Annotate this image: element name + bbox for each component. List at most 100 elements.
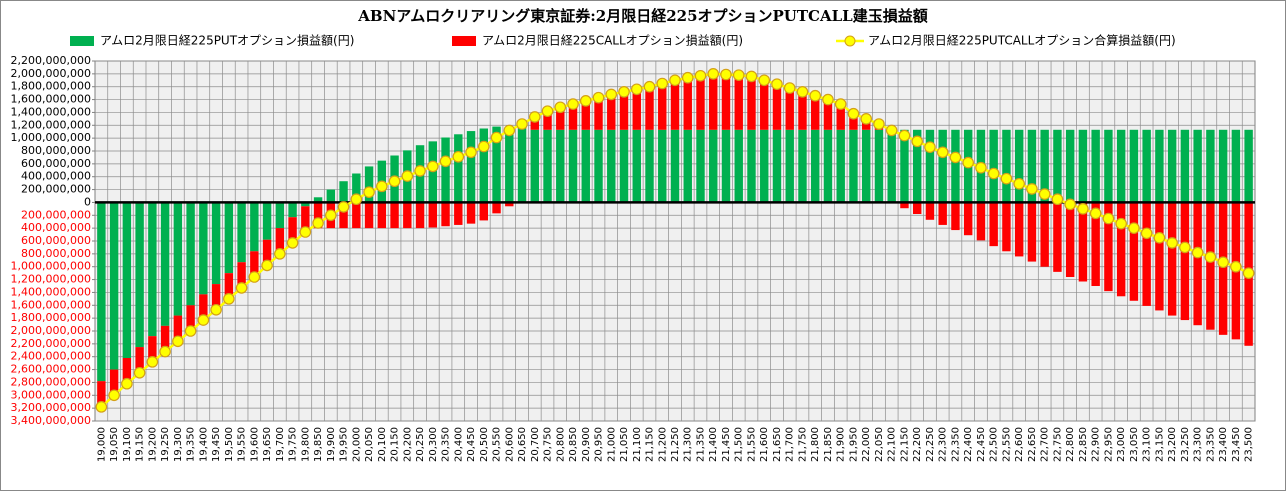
x-tick-label: 19,000 (96, 427, 107, 462)
marker (528, 111, 541, 123)
bar (313, 202, 323, 229)
y-tick-label: 2,400,000,000 (11, 350, 91, 363)
x-tick-label: 19,100 (122, 427, 133, 462)
x-tick-label: 19,150 (135, 427, 146, 462)
bar (951, 202, 960, 231)
bar (963, 202, 973, 236)
y-tick-label: 1,000,000,000 (11, 260, 91, 273)
bar (301, 206, 310, 232)
bar (173, 202, 183, 316)
bar (645, 86, 654, 130)
marker (1140, 227, 1153, 240)
bar (785, 88, 794, 130)
bar (1078, 202, 1088, 282)
x-tick-label: 20,700 (530, 427, 541, 462)
bar (900, 129, 909, 203)
x-tick-label: 21,150 (645, 427, 656, 462)
bar (1065, 202, 1075, 277)
bar (288, 217, 297, 243)
x-tick-label: 22,700 (1040, 427, 1051, 462)
marker (376, 180, 388, 193)
x-tick-label: 21,400 (708, 427, 719, 462)
bar (1129, 129, 1139, 203)
marker (184, 325, 197, 337)
marker (388, 175, 401, 188)
x-tick-label: 21,850 (823, 427, 834, 462)
bar (1218, 129, 1228, 203)
bar (97, 381, 106, 407)
bar (1167, 202, 1177, 316)
bar (556, 107, 565, 130)
bar (352, 173, 361, 203)
x-tick-label: 21,050 (619, 427, 630, 462)
bar (696, 75, 705, 130)
x-tick-label: 20,350 (441, 427, 452, 462)
bar (785, 129, 794, 203)
x-tick-label: 20,250 (415, 427, 426, 462)
x-tick-label: 22,000 (861, 427, 872, 462)
bar (938, 129, 947, 203)
bar (505, 126, 514, 203)
x-tick-label: 19,650 (262, 427, 273, 462)
y-tick-label: 3,400,000,000 (11, 414, 91, 427)
bar (492, 202, 501, 214)
marker (477, 140, 490, 153)
bar (1116, 129, 1126, 203)
bar (122, 358, 132, 384)
x-tick-label: 22,500 (989, 427, 1000, 462)
bar (313, 197, 323, 203)
x-tick-label: 19,700 (275, 427, 286, 462)
bar (1142, 202, 1151, 306)
marker (465, 146, 477, 159)
bar (874, 129, 884, 203)
bar (709, 73, 718, 130)
bar (275, 228, 285, 254)
bar (1053, 202, 1062, 272)
x-tick-label: 22,600 (1014, 427, 1025, 462)
bar (148, 336, 157, 362)
bar (683, 129, 692, 203)
x-tick-label: 23,050 (1129, 427, 1140, 462)
y-tick-label: 400,000,000 (21, 170, 91, 183)
x-tick-label: 23,500 (1244, 427, 1255, 462)
marker (223, 293, 235, 305)
marker (962, 156, 974, 169)
bar (938, 202, 947, 225)
bar (1142, 129, 1151, 203)
bar (1218, 202, 1228, 335)
bar (352, 202, 361, 229)
marker (414, 165, 426, 177)
x-tick-label: 19,750 (288, 427, 299, 462)
x-tick-label: 21,350 (695, 427, 706, 462)
x-tick-label: 21,300 (683, 427, 694, 462)
bar (989, 129, 998, 203)
y-tick-label: 200,000,000 (21, 208, 91, 221)
bar (772, 84, 782, 130)
x-tick-label: 22,150 (899, 427, 910, 462)
marker (936, 146, 949, 159)
x-tick-label: 19,600 (249, 427, 260, 462)
marker (860, 113, 873, 125)
bar (492, 126, 501, 203)
bar (887, 129, 896, 203)
bar (1193, 202, 1202, 326)
y-tick-label: 400,000,000 (21, 221, 91, 234)
x-tick-label: 19,550 (237, 427, 248, 462)
bar (1002, 129, 1011, 203)
x-tick-label: 20,400 (453, 427, 464, 462)
y-tick-label: 1,600,000,000 (11, 298, 91, 311)
bar (135, 347, 144, 373)
legend-swatch (452, 36, 476, 46)
marker (975, 161, 987, 174)
marker (261, 259, 273, 272)
y-tick-label: 2,600,000,000 (11, 363, 91, 376)
marker (95, 401, 108, 413)
marker (274, 248, 286, 260)
marker (783, 82, 796, 94)
marker (146, 356, 159, 368)
y-tick-label: 2,000,000,000 (11, 324, 91, 337)
marker (1217, 256, 1229, 269)
x-tick-label: 20,850 (568, 427, 579, 462)
bar (670, 129, 680, 203)
x-tick-label: 20,550 (492, 427, 503, 462)
